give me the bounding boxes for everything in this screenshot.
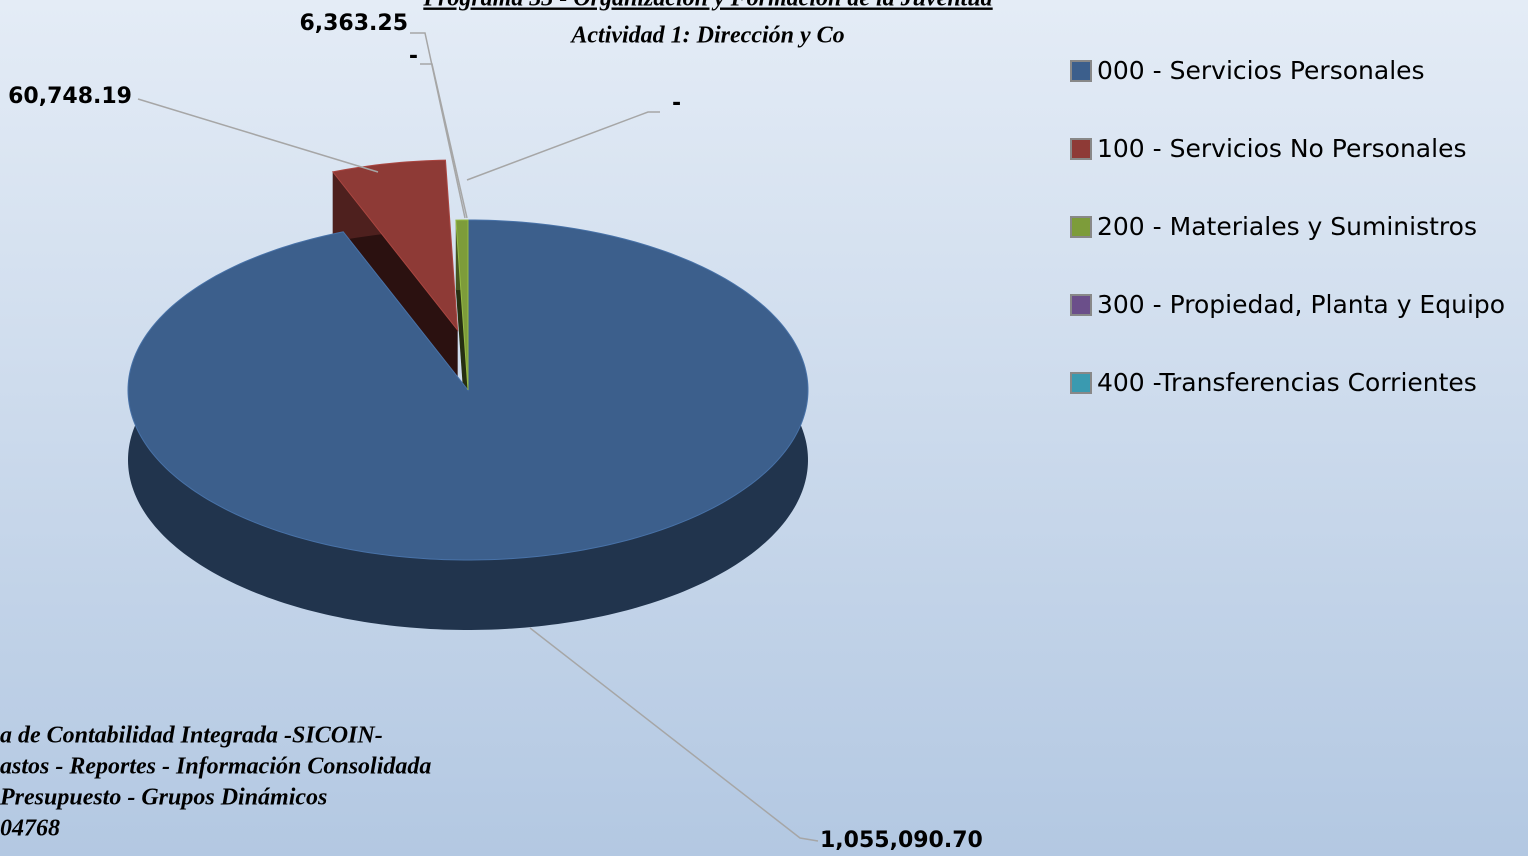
leader-line: [420, 63, 468, 219]
data-label: 1,055,090.70: [820, 828, 983, 853]
legend-label: 000 - Servicios Personales: [1097, 56, 1425, 85]
chart-subtitle: Actividad 1: Dirección y Co: [569, 23, 844, 49]
legend-swatch: [1070, 216, 1092, 238]
legend-swatch: [1070, 60, 1092, 82]
data-label: 6,363.25: [299, 11, 408, 36]
chart-title: Programa 33 - Organización y Formación d…: [422, 0, 993, 12]
source-text: 04768: [0, 816, 60, 842]
slice: [455, 219, 469, 391]
source-text: Presupuesto - Grupos Dinámicos: [0, 785, 327, 811]
legend-label: 400 -Transferencias Corrientes: [1097, 368, 1477, 397]
legend-swatch: [1070, 294, 1092, 316]
leader-line: [410, 32, 466, 219]
source-text: a de Contabilidad Integrada -SICOIN-: [0, 723, 383, 749]
data-label: -: [672, 91, 681, 116]
leader-line: [466, 111, 660, 181]
legend-label: 200 - Materiales y Suministros: [1097, 212, 1477, 241]
legend-label: 300 - Propiedad, Planta y Equipo: [1097, 290, 1505, 319]
legend-label: 100 - Servicios No Personales: [1097, 134, 1466, 163]
slice: [331, 159, 459, 332]
source-text: astos - Reportes - Información Consolida…: [0, 754, 431, 780]
legend-swatch: [1070, 138, 1092, 160]
legend-swatch: [1070, 372, 1092, 394]
leader-line: [137, 98, 379, 173]
leader-line: [529, 627, 819, 842]
data-label: 60,748.19: [8, 84, 132, 109]
data-label: -: [409, 44, 418, 69]
